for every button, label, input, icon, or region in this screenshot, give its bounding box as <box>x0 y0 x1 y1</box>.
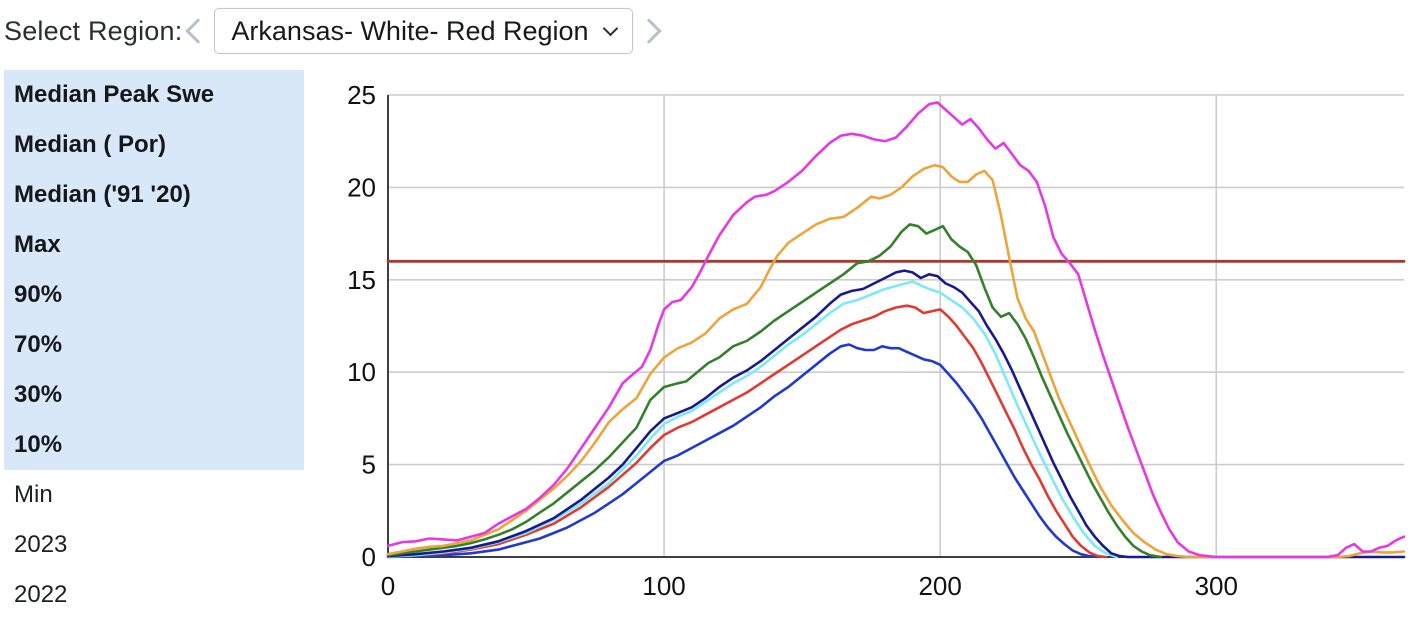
swe-chart-container: 0 5 10 15 20 25 0 100 200 300 <box>330 70 1414 610</box>
previous-region-button[interactable] <box>182 8 212 54</box>
series-line <box>386 304 1108 559</box>
series-line <box>386 223 1163 559</box>
y-tick-label: 20 <box>347 172 376 202</box>
series-line <box>386 269 1406 559</box>
series-line <box>386 163 1406 559</box>
series-line <box>386 101 1406 559</box>
legend-item[interactable]: 2022 <box>14 581 68 608</box>
y-tick-label: 25 <box>347 80 376 110</box>
legend-item[interactable]: Median Peak Swe <box>4 70 304 120</box>
x-tick-label: 100 <box>642 571 685 601</box>
y-tick-label: 10 <box>347 357 376 387</box>
x-tick-label: 200 <box>918 571 961 601</box>
y-tick-label: 0 <box>362 542 376 572</box>
legend-item[interactable]: Median ( Por) <box>4 120 304 170</box>
chevron-down-icon <box>602 20 618 36</box>
legend-item[interactable]: 70% <box>4 320 304 370</box>
chevron-left-icon <box>185 18 212 44</box>
y-tick-label: 5 <box>362 450 376 480</box>
x-tick-label: 0 <box>381 571 395 601</box>
series-line <box>386 280 1119 559</box>
legend-item[interactable]: Median ('91 '20) <box>4 170 304 220</box>
legend-item[interactable]: 2023 <box>14 531 68 558</box>
next-region-button[interactable] <box>635 8 665 54</box>
legend-item[interactable]: Min <box>14 481 53 508</box>
region-select[interactable]: Arkansas- White- Red Region <box>214 8 633 54</box>
legend-item[interactable]: Max <box>4 220 304 270</box>
region-selector-bar: Select Region: Arkansas- White- Red Regi… <box>0 0 1414 62</box>
chevron-right-icon <box>635 18 662 44</box>
y-tick-label: 15 <box>347 265 376 295</box>
select-region-label: Select Region: <box>4 15 183 46</box>
legend-item[interactable]: 10% <box>4 420 304 470</box>
legend-item[interactable]: 90% <box>4 270 304 320</box>
x-tick-label: 300 <box>1195 571 1238 601</box>
legend-item[interactable]: 30% <box>4 370 304 420</box>
series-legend: Median Peak Swe Median ( Por) Median ('91 … <box>4 70 304 620</box>
series-line <box>386 343 1099 559</box>
region-select-value: Arkansas- White- Red Region <box>231 15 589 46</box>
swe-chart: 0 5 10 15 20 25 0 100 200 300 <box>347 80 1406 601</box>
